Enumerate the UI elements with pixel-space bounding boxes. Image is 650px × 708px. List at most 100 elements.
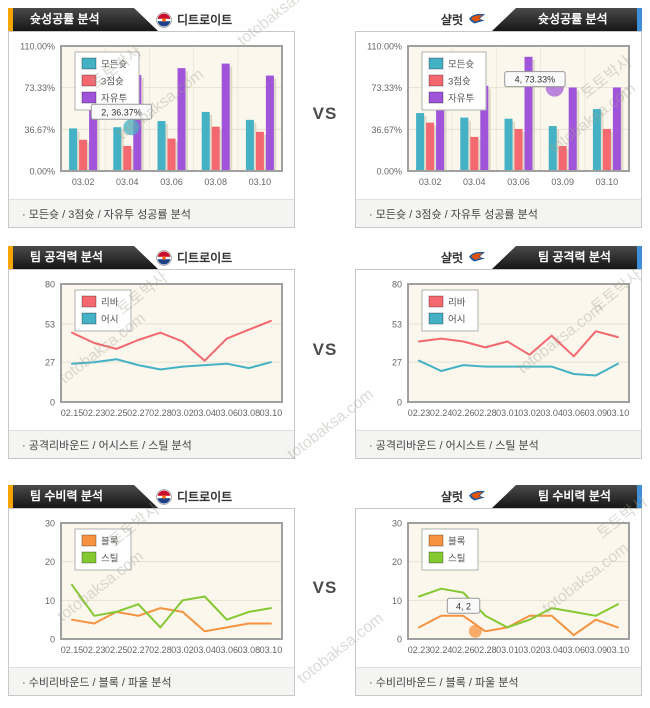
svg-text:블록: 블록	[101, 537, 119, 548]
team-name: 샬럿	[440, 251, 463, 265]
svg-text:03.10: 03.10	[260, 645, 283, 655]
svg-text:02.28: 02.28	[474, 408, 497, 418]
vs-label: VS	[312, 104, 338, 123]
svg-text:02.23: 02.23	[408, 645, 431, 655]
svg-text:3점슛: 3점슛	[101, 76, 124, 88]
team-detroit: 디트로이트	[156, 246, 232, 269]
panel-offense-right: 0 27 53 80 02.23 02.24 02.26 02.28 03.01 03.02 03.…	[355, 269, 642, 459]
svg-text:0: 0	[397, 398, 402, 408]
svg-text:80: 80	[45, 280, 55, 290]
svg-text:4, 73.33%: 4, 73.33%	[515, 75, 556, 85]
section-title: 팀 공격력 분석	[30, 250, 103, 264]
team-detroit: 디트로이트	[156, 8, 232, 31]
header-offense-left: 팀 공격력 분석 디트로이트	[8, 246, 295, 269]
header-defense-right: 샬럿 팀 수비력 분석	[355, 485, 642, 508]
section-title: 슛성공률 분석	[538, 12, 608, 26]
panel-defense-left: 0 10 20 30 02.15 02.23 02.25 02.27 02.28 03.02 03.…	[8, 508, 295, 696]
charlotte-logo-icon	[468, 489, 485, 505]
chart-shooting-charlotte[interactable]: 0.00% 36.67% 73.33% 110.00% 03.02 03.04 03.06 0…	[356, 32, 641, 199]
svg-text:73.33%: 73.33%	[371, 83, 402, 93]
header-offense-right: 샬럿 팀 공격력 분석	[355, 246, 642, 269]
accent-bar	[637, 8, 642, 31]
svg-text:27: 27	[392, 358, 402, 368]
team-name: 샬럿	[440, 490, 463, 504]
accent-bar	[8, 8, 13, 31]
svg-text:02.27: 02.27	[127, 645, 150, 655]
team-charlotte: 샬럿	[440, 485, 485, 508]
chart-caption: · 수비리바운드 / 블록 / 파울 분석	[9, 667, 294, 695]
accent-bar	[8, 246, 13, 269]
detroit-logo-icon	[156, 11, 172, 28]
svg-text:02.15: 02.15	[61, 645, 84, 655]
svg-text:03.01: 03.01	[496, 645, 519, 655]
svg-text:03.10: 03.10	[596, 177, 619, 187]
svg-text:53: 53	[392, 319, 402, 329]
svg-text:스틸: 스틸	[101, 553, 118, 565]
svg-text:03.10: 03.10	[260, 408, 283, 418]
team-name: 디트로이트	[177, 13, 233, 27]
svg-text:자유투: 자유투	[448, 94, 474, 105]
chart-caption: · 공격리바운드 / 어시스트 / 스틸 분석	[9, 430, 294, 458]
vs-label: VS	[312, 578, 338, 597]
svg-text:모든슛: 모든슛	[448, 60, 474, 71]
svg-text:모든슛: 모든슛	[101, 60, 127, 71]
svg-text:3점슛: 3점슛	[448, 76, 471, 88]
svg-text:36.67%: 36.67%	[24, 125, 55, 135]
svg-text:53: 53	[45, 319, 55, 329]
svg-text:02.26: 02.26	[452, 645, 475, 655]
svg-text:03.02: 03.02	[171, 408, 194, 418]
svg-text:10: 10	[392, 596, 402, 606]
team-charlotte: 샬럿	[441, 8, 485, 31]
svg-text:03.04: 03.04	[193, 645, 216, 655]
svg-text:0.00%: 0.00%	[29, 167, 55, 177]
svg-text:자유투: 자유투	[101, 94, 127, 105]
svg-text:80: 80	[392, 280, 402, 290]
vs-label: VS	[312, 340, 338, 359]
team-name: 디트로이트	[177, 251, 233, 265]
chart-caption: · 모든슛 / 3점슛 / 자유투 성공률 분석	[356, 199, 641, 227]
svg-text:02.25: 02.25	[105, 408, 128, 418]
svg-text:03.04: 03.04	[540, 645, 563, 655]
detroit-logo-icon	[156, 488, 172, 505]
section-tab: 팀 수비력 분석	[8, 485, 158, 508]
svg-text:03.04: 03.04	[463, 177, 486, 187]
svg-text:리바: 리바	[101, 298, 119, 309]
chart-shooting-detroit[interactable]: 0.00% 36.67% 73.33% 110.00% 03.02 03.04 03.06 0…	[9, 32, 294, 199]
svg-text:블록: 블록	[448, 537, 466, 548]
panel-shooting-left: 0.00% 36.67% 73.33% 110.00% 03.02 03.04 03.06 0…	[8, 31, 295, 228]
svg-text:03.09: 03.09	[551, 177, 574, 187]
svg-text:03.06: 03.06	[507, 177, 530, 187]
svg-text:03.10: 03.10	[249, 177, 272, 187]
svg-text:03.01: 03.01	[496, 408, 519, 418]
svg-text:03.09: 03.09	[585, 408, 608, 418]
section-title: 팀 수비력 분석	[30, 489, 103, 503]
svg-text:03.10: 03.10	[607, 408, 630, 418]
svg-text:03.02: 03.02	[518, 645, 541, 655]
svg-text:02.26: 02.26	[452, 408, 475, 418]
section-title: 슛성공률 분석	[30, 12, 100, 26]
detroit-logo-icon	[156, 249, 172, 266]
svg-text:2, 36.37%: 2, 36.37%	[101, 107, 142, 117]
chart-caption: · 수비리바운드 / 블록 / 파울 분석	[356, 667, 641, 695]
svg-text:03.04: 03.04	[540, 408, 563, 418]
svg-text:27: 27	[45, 358, 55, 368]
svg-text:30: 30	[45, 519, 55, 529]
svg-text:03.06: 03.06	[562, 408, 585, 418]
panel-offense-left: 0 27 53 80 02.15 02.23 02.25 02.27 02.28 03.02 03.…	[8, 269, 295, 459]
accent-bar	[637, 485, 642, 508]
svg-text:0: 0	[50, 398, 55, 408]
accent-bar	[637, 246, 642, 269]
svg-text:03.06: 03.06	[562, 645, 585, 655]
svg-text:03.06: 03.06	[215, 645, 238, 655]
svg-text:4, 2: 4, 2	[456, 601, 471, 611]
svg-text:36.67%: 36.67%	[371, 125, 402, 135]
svg-text:110.00%: 110.00%	[20, 42, 55, 52]
svg-text:02.23: 02.23	[408, 408, 431, 418]
svg-text:20: 20	[392, 557, 402, 567]
svg-text:03.10: 03.10	[607, 645, 630, 655]
svg-text:어시: 어시	[101, 315, 118, 326]
